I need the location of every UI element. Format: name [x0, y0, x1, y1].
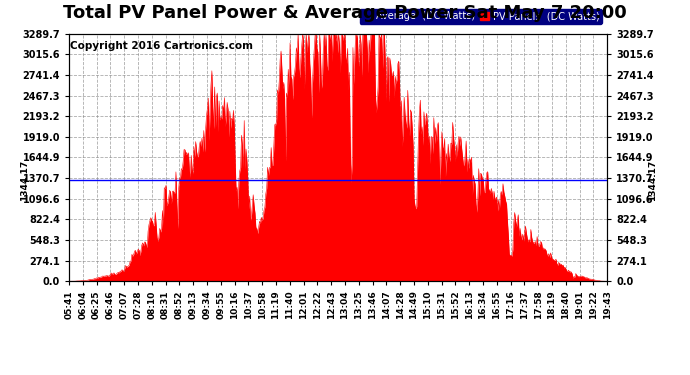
Text: 1344.17: 1344.17	[648, 159, 657, 201]
Text: Total PV Panel Power & Average Power Sat May 7 20:00: Total PV Panel Power & Average Power Sat…	[63, 4, 627, 22]
Text: 1344.17: 1344.17	[19, 159, 28, 201]
Text: Copyright 2016 Cartronics.com: Copyright 2016 Cartronics.com	[70, 41, 253, 51]
Legend: Average  (DC Watts), PV Panels  (DC Watts): Average (DC Watts), PV Panels (DC Watts)	[359, 9, 602, 24]
